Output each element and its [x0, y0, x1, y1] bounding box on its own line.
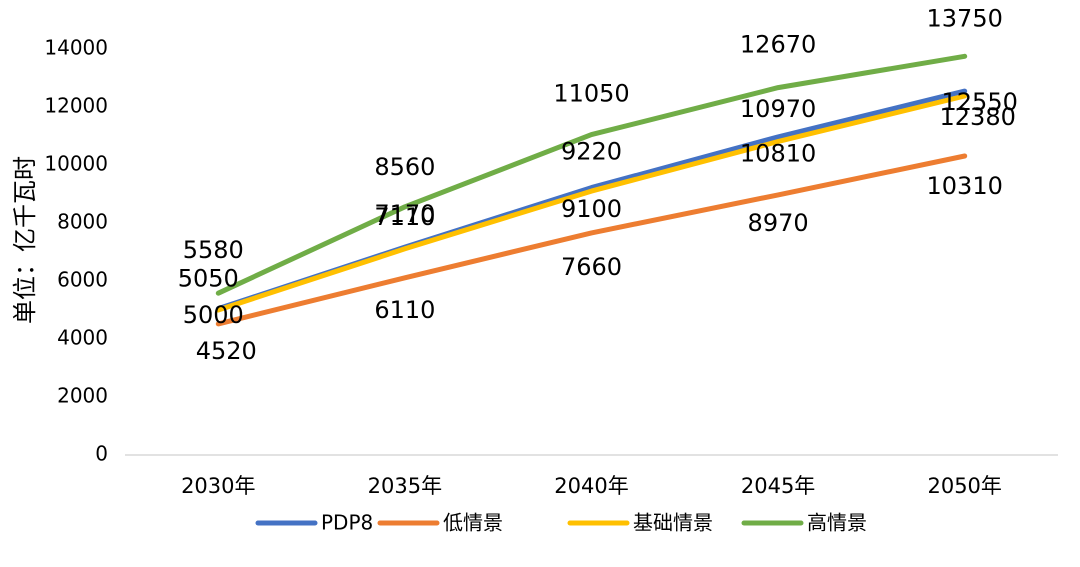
series-lines	[215, 53, 968, 327]
data-label: 5050	[178, 265, 239, 293]
data-label: 8970	[748, 209, 809, 237]
series-line-2	[215, 93, 968, 313]
data-labels: 5050 7170 9220 10970 12550 4520 6110 7660 8970 10…	[178, 4, 1018, 365]
data-label: 10310	[927, 172, 1003, 200]
x-tick-label: 2045年	[741, 474, 815, 498]
data-label: 9220	[561, 138, 622, 166]
y-tick-label: 12000	[44, 94, 108, 118]
data-label: 7170	[374, 200, 435, 228]
legend-label: 低情景	[443, 511, 503, 535]
data-label: 12550	[942, 88, 1018, 116]
data-label: 7660	[561, 253, 622, 281]
x-axis-ticks: 2030年 2035年 2040年 2045年 2050年	[181, 474, 1002, 498]
data-label: 12380	[940, 103, 1016, 131]
x-tick-label: 2035年	[368, 474, 442, 498]
legend-label: 高情景	[807, 511, 867, 535]
y-tick-label: 6000	[57, 268, 108, 292]
x-tick-label: 2050年	[927, 474, 1001, 498]
legend-label: PDP8	[321, 511, 373, 535]
data-label: 13750	[927, 4, 1003, 32]
data-label: 12670	[740, 31, 816, 59]
legend-label: 基础情景	[633, 511, 713, 535]
data-label: 9100	[561, 195, 622, 223]
data-label: 10810	[740, 140, 816, 168]
series-line-1	[215, 153, 968, 327]
legend: PDP8 低情景 基础情景 高情景	[255, 511, 867, 535]
data-label: 5580	[183, 236, 244, 264]
data-label: 7110	[374, 203, 435, 231]
y-tick-label: 2000	[57, 384, 108, 408]
y-axis-title-group: 单位：亿千瓦时	[11, 156, 39, 324]
data-label: 6110	[374, 296, 435, 324]
y-tick-label: 4000	[57, 326, 108, 350]
data-label: 4520	[196, 337, 257, 365]
x-tick-label: 2030年	[181, 474, 255, 498]
y-axis-ticks: 0 2000 4000 6000 8000 10000 12000 14000	[44, 36, 108, 466]
x-tick-label: 2040年	[554, 474, 628, 498]
y-tick-label: 14000	[44, 36, 108, 60]
y-tick-label: 0	[95, 442, 108, 466]
data-label: 10970	[740, 95, 816, 123]
y-tick-label: 8000	[57, 210, 108, 234]
y-tick-label: 10000	[44, 152, 108, 176]
data-label: 8560	[374, 153, 435, 181]
series-line-3	[215, 53, 968, 296]
data-label: 11050	[553, 80, 629, 108]
data-label: 5000	[183, 301, 244, 329]
y-axis-title: 单位：亿千瓦时	[11, 156, 39, 324]
